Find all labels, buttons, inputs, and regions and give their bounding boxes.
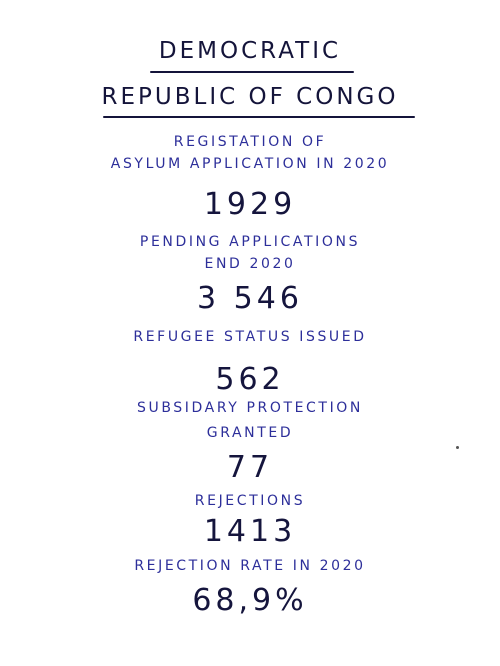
ink-speck	[456, 446, 459, 449]
stat-rejection-rate-label: REJECTION RATE IN 2020	[134, 558, 366, 574]
stat-rejection-rate-value: 68,9%	[192, 583, 308, 618]
stat-registration-value: 1929	[203, 187, 297, 222]
title-underline-1	[150, 71, 354, 73]
stat-rejections-value: 1413	[203, 514, 297, 549]
stat-pending-value: 3 546	[197, 281, 303, 316]
stat-rejections-label: REJECTIONS	[194, 493, 306, 509]
title-line-1: DEMOCRATIC	[158, 38, 342, 64]
stat-pending-label-1: PENDING APPLICATIONS	[139, 234, 361, 250]
stat-refugee-status-value: 562	[215, 362, 285, 397]
stat-subsidiary-label-2: GRANTED	[206, 425, 294, 441]
stat-subsidiary-label-1: SUBSIDARY PROTECTION	[137, 400, 363, 416]
stat-registration-label-1: REGISTATION OF	[173, 134, 327, 150]
title-line-2: REPUBLIC OF CONGO	[101, 84, 399, 110]
title-underline-2	[103, 116, 415, 118]
stat-subsidiary-value: 77	[226, 450, 274, 485]
stat-refugee-status-label: REFUGEE STATUS ISSUED	[133, 329, 367, 345]
stat-pending-label-2: END 2020	[204, 256, 296, 272]
stat-registration-label-2: ASYLUM APPLICATION IN 2020	[110, 156, 390, 172]
